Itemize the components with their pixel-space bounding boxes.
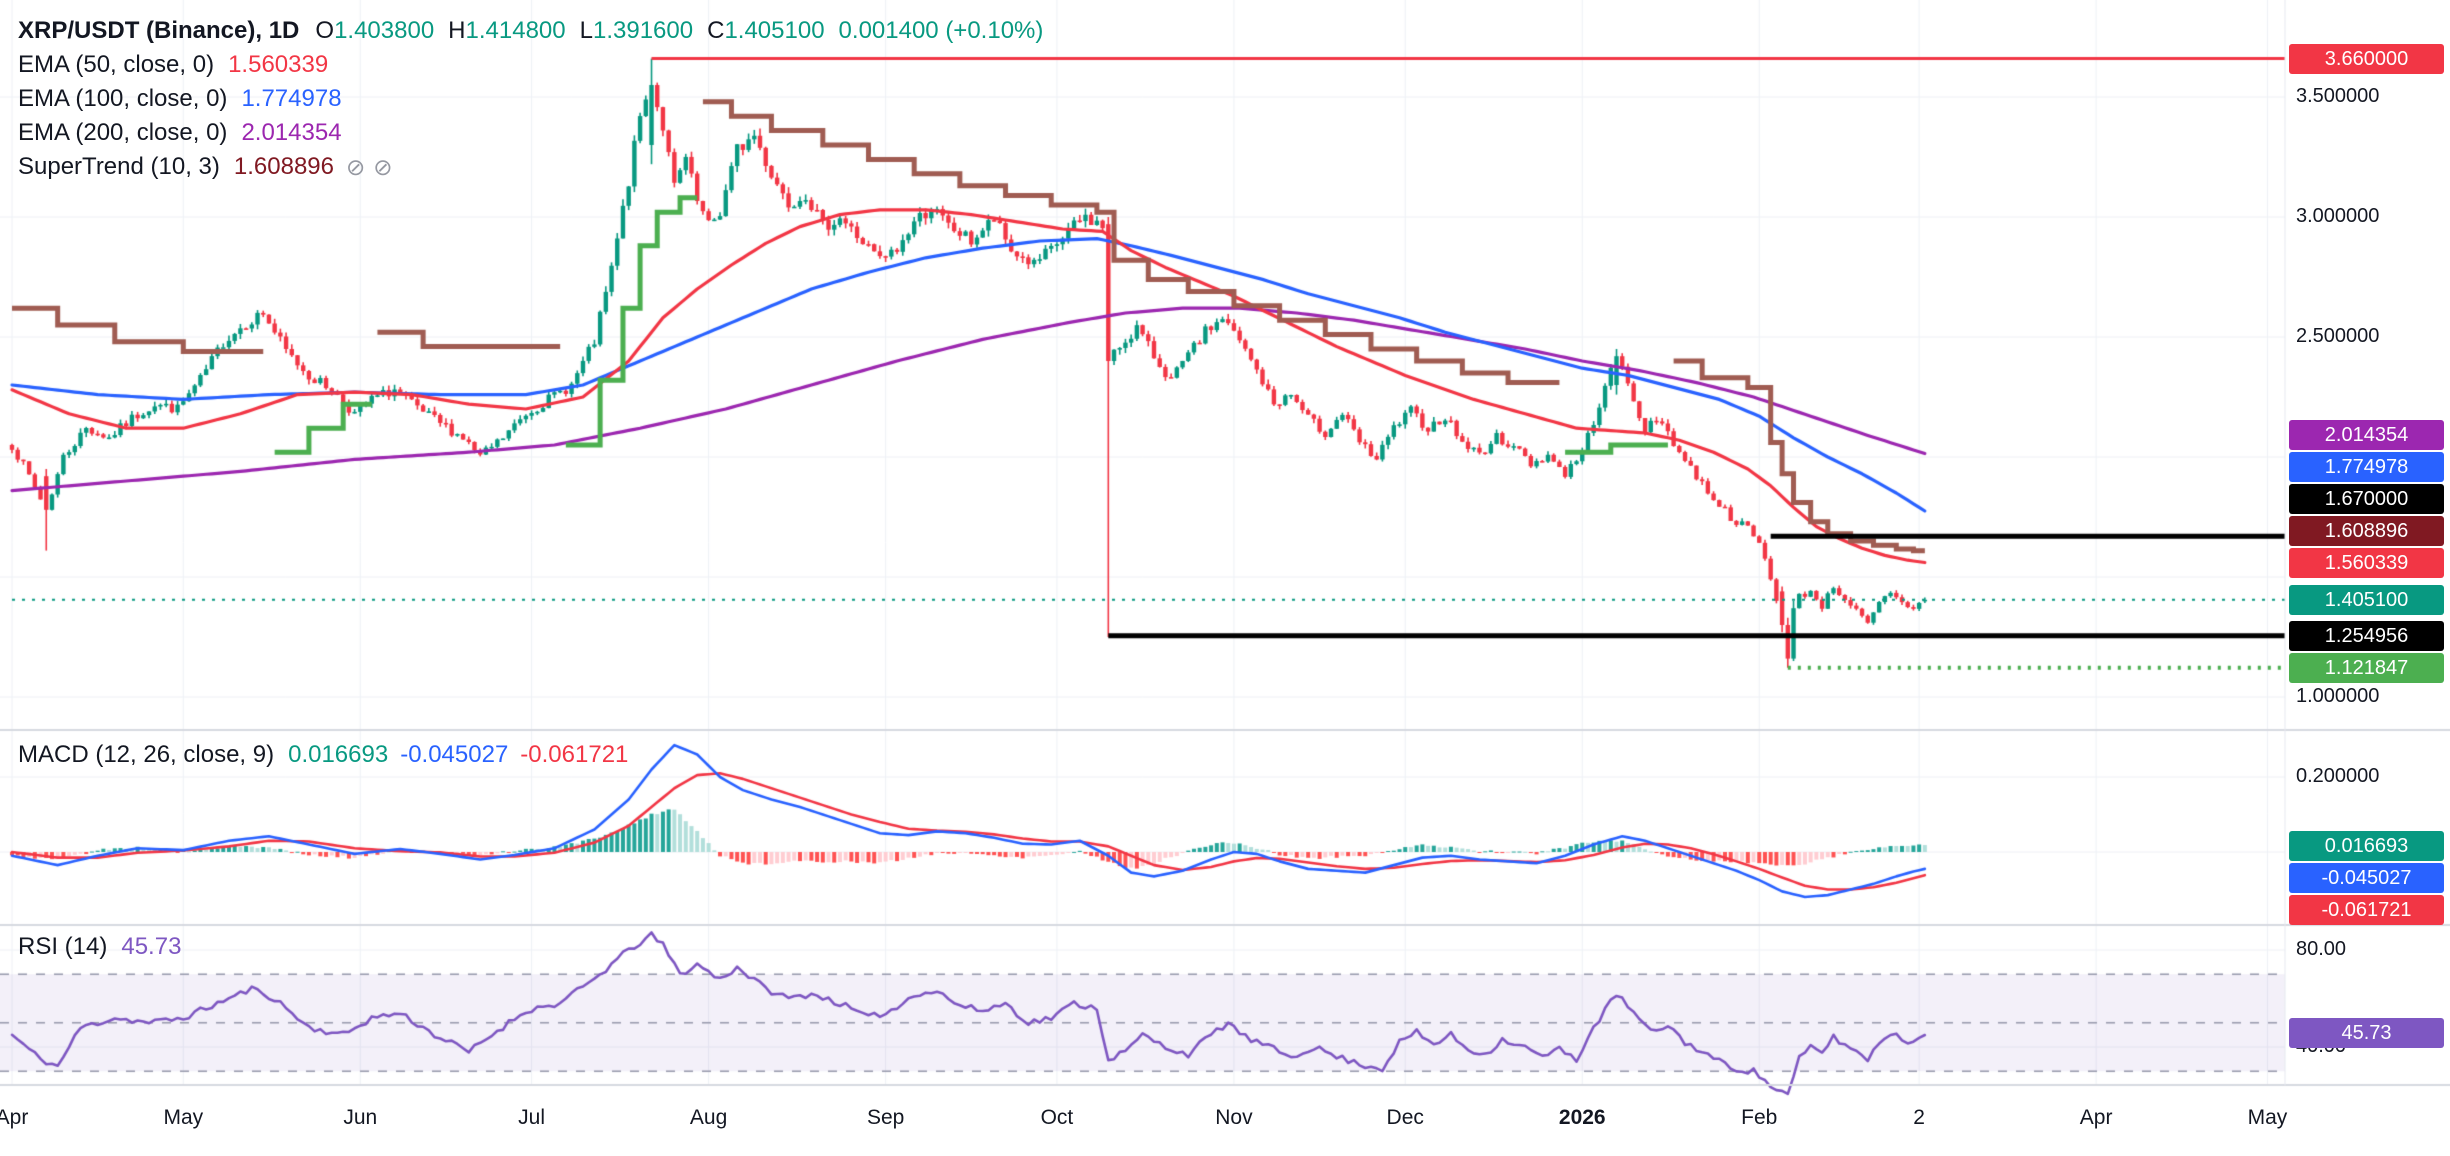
price-axis-badge: 1.774978 <box>2289 451 2444 482</box>
price-axis-label: 3.500000 <box>2296 85 2380 107</box>
macd-axis-badge: -0.061721 <box>2289 894 2444 925</box>
supertrend-label: SuperTrend (10, 3) <box>18 153 220 180</box>
indicator-row-ema50[interactable]: EMA (50, close, 0) 1.560339 <box>18 48 1043 82</box>
rsi-value: 45.73 <box>121 933 182 960</box>
time-axis-label: Nov <box>1215 1106 1253 1129</box>
time-axis-label: Feb <box>1741 1106 1778 1129</box>
ema100-value: 1.774978 <box>241 85 342 112</box>
supertrend-value: 1.608896 <box>233 153 334 180</box>
rsi-axis-badge: 45.73 <box>2289 1018 2444 1049</box>
price-axis-label: 3.000000 <box>2296 205 2380 227</box>
time-axis-label: 2026 <box>1558 1106 1606 1129</box>
macd-axis-badge: -0.045027 <box>2289 862 2444 893</box>
ema200-label: EMA (200, close, 0) <box>18 119 228 146</box>
time-axis-label: Dec <box>1386 1106 1424 1129</box>
time-axis-label: 2 <box>1913 1106 1925 1129</box>
ema50-value: 1.560339 <box>228 51 329 78</box>
macd-axis-label: 0.200000 <box>2296 765 2380 787</box>
indicator-row-supertrend[interactable]: SuperTrend (10, 3) 1.608896 ⊘ ⊘ <box>18 150 1043 184</box>
time-axis-label: Apr <box>0 1106 29 1129</box>
price-axis-badge: 1.121847 <box>2289 652 2444 683</box>
ohlc-high: H1.414800 <box>448 17 566 44</box>
rsi-axis-label: 80.00 <box>2296 938 2347 960</box>
indicator-row-macd[interactable]: MACD (12, 26, close, 9) 0.016693 -0.0450… <box>18 738 640 772</box>
ema100-label: EMA (100, close, 0) <box>18 85 228 112</box>
circle-slash-icon[interactable]: ⊘ <box>373 153 393 180</box>
price-axis-label: 2.500000 <box>2296 325 2380 347</box>
price-axis-badge: 1.670000 <box>2289 483 2444 514</box>
indicator-row-ema100[interactable]: EMA (100, close, 0) 1.774978 <box>18 82 1043 116</box>
time-axis-label: Aug <box>689 1106 728 1129</box>
time-axis-label: Jun <box>343 1106 378 1129</box>
ema50-label: EMA (50, close, 0) <box>18 51 215 78</box>
time-axis-label: Sep <box>866 1106 905 1129</box>
indicator-row-ema200[interactable]: EMA (200, close, 0) 2.014354 <box>18 116 1043 150</box>
time-axis-label: May <box>2247 1106 2288 1129</box>
ohlc-low: L1.391600 <box>579 17 694 44</box>
time-axis-label: Apr <box>2079 1106 2113 1129</box>
symbol-row[interactable]: XRP/USDT (Binance), 1D O1.403800 H1.4148… <box>18 14 1043 48</box>
ohlc-open: O1.403800 <box>315 17 435 44</box>
symbol-title[interactable]: XRP/USDT (Binance), 1D <box>18 17 300 44</box>
price-axis-label: 1.000000 <box>2296 685 2380 707</box>
price-axis-badge: 3.660000 <box>2289 43 2444 74</box>
macd-signal-value: -0.061721 <box>520 741 629 768</box>
macd-hist-value: 0.016693 <box>288 741 389 768</box>
circle-slash-icon[interactable]: ⊘ <box>346 153 366 180</box>
time-axis-label: Oct <box>1040 1106 1074 1129</box>
rsi-label: RSI (14) <box>18 933 108 960</box>
price-axis-badge: 1.560339 <box>2289 547 2444 578</box>
price-axis-badge: 1.254956 <box>2289 620 2444 651</box>
price-axis-badge: 2.014354 <box>2289 419 2444 450</box>
ohlc-close: C1.405100 <box>707 17 825 44</box>
time-axis-label: Jul <box>518 1106 546 1129</box>
price-axis-badge: 1.608896 <box>2289 515 2444 546</box>
legend: XRP/USDT (Binance), 1D O1.403800 H1.4148… <box>18 14 1043 184</box>
macd-label: MACD (12, 26, close, 9) <box>18 741 275 768</box>
change-value: 0.001400 (+0.10%) <box>838 17 1044 44</box>
time-axis-label: May <box>163 1106 204 1129</box>
indicator-row-rsi[interactable]: RSI (14) 45.73 <box>18 930 193 964</box>
macd-line-value: -0.045027 <box>400 741 509 768</box>
macd-axis-badge: 0.016693 <box>2289 830 2444 861</box>
ema200-value: 2.014354 <box>241 119 342 146</box>
price-axis-badge: 1.405100 <box>2289 584 2444 615</box>
